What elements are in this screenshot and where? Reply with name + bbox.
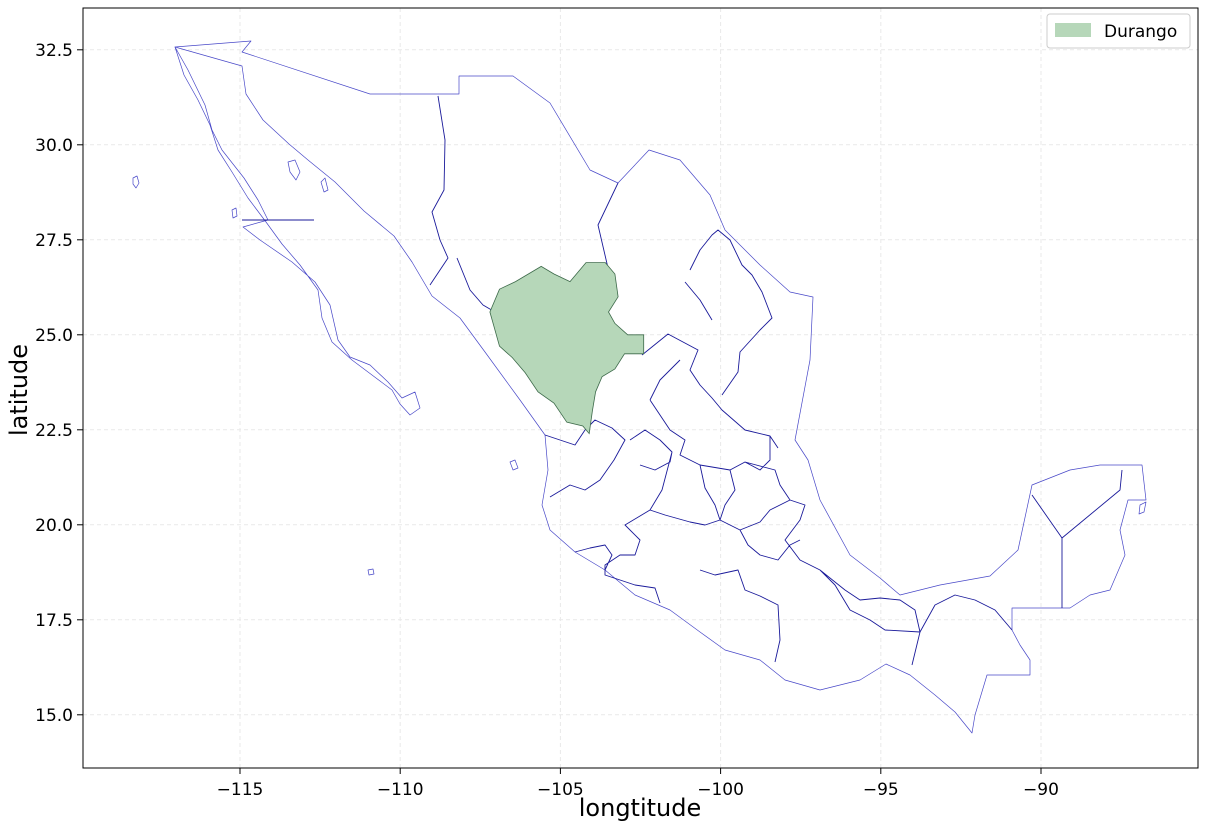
y-tick-label: 15.0 — [35, 706, 73, 726]
y-tick-label: 22.5 — [35, 421, 73, 441]
x-tick-label: −115 — [217, 780, 264, 800]
y-axis: 15.0 17.5 20.0 22.5 25.0 27.5 30.0 32.5 — [35, 41, 83, 726]
x-axis: −115 −110 −105 −100 −95 −90 — [217, 768, 1059, 800]
y-tick-label: 17.5 — [35, 611, 73, 631]
legend-label-durango: Durango — [1104, 22, 1177, 42]
state-boundaries — [242, 95, 1123, 666]
island-angel — [320, 177, 329, 193]
y-tick-label: 32.5 — [35, 41, 73, 61]
y-tick-label: 30.0 — [35, 136, 73, 156]
x-tick-label: −90 — [1023, 780, 1059, 800]
grid — [83, 8, 1198, 768]
x-tick-label: −100 — [697, 780, 744, 800]
legend-swatch-durango — [1055, 23, 1091, 37]
island-cedros — [231, 207, 238, 219]
island-cozumel — [1138, 501, 1147, 515]
legend-box — [1046, 13, 1191, 49]
island-guadalupe — [132, 175, 140, 189]
y-axis-label: latitude — [5, 344, 33, 436]
y-tick-label: 20.0 — [35, 516, 73, 536]
x-tick-label: −110 — [377, 780, 424, 800]
x-tick-label: −105 — [537, 780, 584, 800]
map-of-mexico — [132, 40, 1147, 734]
x-axis-label: longtitude — [579, 794, 702, 822]
country-outline — [174, 40, 1147, 734]
plot-frame — [82, 7, 1199, 769]
durango-region[interactable] — [489, 262, 645, 435]
island-tiburon — [287, 159, 301, 181]
baja-peninsula — [174, 46, 421, 416]
y-tick-label: 27.5 — [35, 231, 73, 251]
x-tick-label: −95 — [863, 780, 899, 800]
island-socorro — [367, 568, 375, 576]
island-tres-marias — [509, 459, 519, 471]
y-tick-label: 25.0 — [35, 326, 73, 346]
legend: Durango — [1046, 13, 1191, 49]
